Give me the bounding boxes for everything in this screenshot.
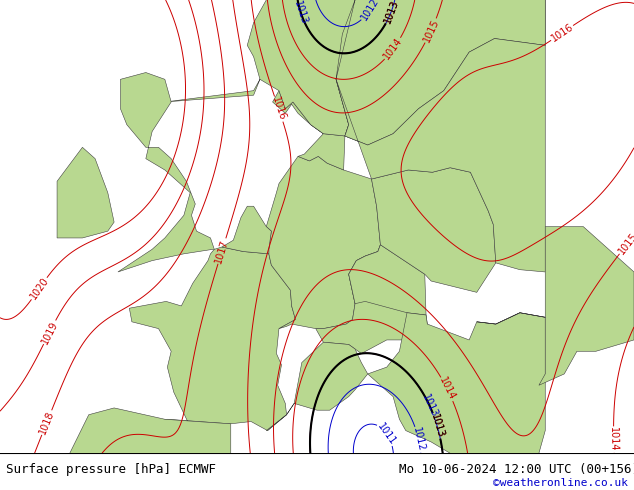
Polygon shape — [266, 156, 380, 329]
Text: 1013: 1013 — [429, 413, 445, 439]
Text: 1013: 1013 — [420, 392, 439, 418]
Polygon shape — [273, 91, 345, 170]
Polygon shape — [118, 73, 214, 272]
Text: 1012: 1012 — [359, 0, 380, 23]
Polygon shape — [266, 342, 368, 431]
Text: 1013: 1013 — [382, 0, 400, 24]
Text: 1013: 1013 — [292, 0, 309, 25]
Text: 1011: 1011 — [375, 421, 398, 447]
Text: Mo 10-06-2024 12:00 UTC (00+156): Mo 10-06-2024 12:00 UTC (00+156) — [399, 463, 634, 476]
Text: Surface pressure [hPa] ECMWF: Surface pressure [hPa] ECMWF — [6, 463, 216, 476]
Text: 1018: 1018 — [37, 409, 56, 436]
Polygon shape — [336, 39, 545, 272]
Polygon shape — [70, 408, 231, 490]
Text: 1019: 1019 — [39, 319, 60, 345]
Polygon shape — [477, 226, 634, 385]
Polygon shape — [316, 245, 427, 354]
Text: 1012: 1012 — [411, 426, 426, 453]
Text: 1014: 1014 — [609, 427, 619, 452]
Polygon shape — [165, 0, 545, 145]
Polygon shape — [222, 206, 271, 254]
Text: 1014: 1014 — [382, 36, 404, 62]
Polygon shape — [57, 147, 114, 238]
Text: 1016: 1016 — [549, 22, 575, 44]
Polygon shape — [349, 245, 426, 315]
Text: 1015: 1015 — [616, 230, 634, 256]
Text: 1016: 1016 — [270, 96, 287, 122]
Polygon shape — [336, 0, 545, 145]
Text: ©weatheronline.co.uk: ©weatheronline.co.uk — [493, 478, 628, 488]
Text: 1017: 1017 — [214, 238, 230, 264]
Polygon shape — [127, 247, 295, 431]
Text: 1013: 1013 — [429, 413, 445, 439]
Polygon shape — [368, 313, 545, 476]
Text: 1014: 1014 — [437, 376, 457, 402]
Text: 1020: 1020 — [28, 275, 50, 301]
Text: 1013: 1013 — [382, 0, 400, 24]
Text: 1015: 1015 — [422, 17, 441, 44]
Polygon shape — [372, 168, 496, 293]
